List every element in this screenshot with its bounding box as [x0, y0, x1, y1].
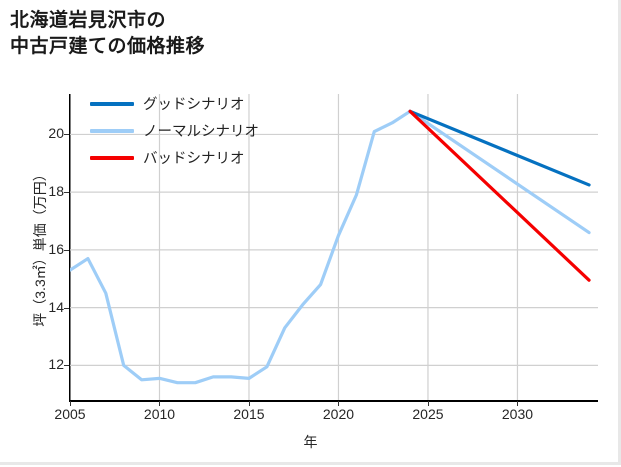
x-tick-mark [70, 401, 71, 406]
data-series-layer [70, 109, 591, 385]
y-tick-mark [64, 307, 69, 309]
x-tick-mark [427, 401, 429, 406]
x-axis-label: 年 [303, 434, 318, 450]
legend-swatch-normal [90, 128, 134, 133]
y-tick-mark [64, 249, 69, 251]
x-tick-mark [338, 401, 340, 406]
x-tick-label: 2030 [501, 406, 534, 422]
y-tick-label: 14 [48, 298, 64, 315]
plot-area [70, 94, 598, 400]
x-tick-label: 2025 [412, 406, 444, 422]
legend-label-normal: ノーマルシナリオ [143, 124, 259, 140]
page-title: 北海道岩見沢市の 中古戸建ての価格推移 [10, 10, 206, 57]
series-line-good [408, 109, 591, 187]
legend-swatch-bad [90, 155, 134, 160]
x-tick-label: 2020 [322, 406, 355, 422]
legend-item-bad[interactable]: バッドシナリオ [90, 146, 259, 169]
legend-label-good: グッドシナリオ [143, 97, 245, 113]
series-line-normal [70, 109, 591, 385]
legend-item-good[interactable]: グッドシナリオ [90, 92, 259, 115]
chart-canvas [70, 94, 598, 400]
vertical-gridlines [70, 94, 519, 400]
y-tick-label: 12 [48, 356, 64, 373]
legend-label-bad: バッドシナリオ [143, 151, 245, 167]
x-axis-line [69, 400, 598, 402]
legend-swatch-good [90, 101, 134, 106]
x-tick-mark [159, 401, 161, 406]
series-line-bad [408, 109, 591, 282]
x-tick-label: 2010 [143, 406, 176, 422]
y-tick-mark [64, 134, 69, 136]
x-tick-label: 2005 [54, 406, 86, 422]
x-tick-mark [248, 401, 250, 406]
y-tick-label: 20 [48, 125, 64, 142]
y-axis-label: 坪（3.3㎡）単価（万円） [32, 167, 48, 327]
y-tick-mark [64, 192, 69, 194]
y-tick-mark [64, 365, 69, 367]
y-tick-label: 18 [48, 183, 64, 200]
x-tick-label: 2015 [233, 406, 265, 422]
chart-legend: グッドシナリオ ノーマルシナリオ バッドシナリオ [90, 92, 259, 169]
x-tick-mark [517, 401, 519, 406]
y-tick-label: 16 [48, 240, 64, 257]
legend-item-normal[interactable]: ノーマルシナリオ [90, 119, 259, 142]
